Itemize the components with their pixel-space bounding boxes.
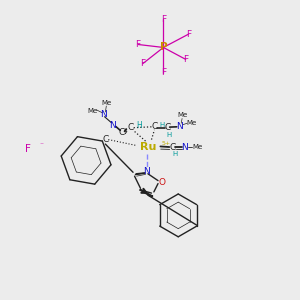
Text: C: C (151, 122, 158, 131)
Text: P: P (160, 43, 167, 52)
Text: Me: Me (186, 120, 196, 126)
Text: Me: Me (88, 108, 98, 114)
Text: N: N (110, 121, 116, 130)
Text: 5+: 5+ (161, 141, 170, 146)
Text: N: N (182, 142, 188, 152)
Text: F: F (161, 15, 166, 24)
Text: O: O (159, 178, 166, 188)
Text: F: F (136, 40, 141, 49)
Text: ⁻: ⁻ (39, 140, 43, 149)
Text: H: H (166, 132, 171, 138)
Text: F: F (186, 30, 191, 39)
Text: Me: Me (178, 112, 188, 118)
Text: F: F (140, 59, 145, 68)
Text: H: H (159, 122, 164, 128)
Text: N: N (176, 122, 183, 131)
Text: N: N (100, 110, 107, 119)
Text: F: F (25, 143, 31, 154)
Text: H: H (172, 152, 178, 158)
Text: H: H (136, 121, 142, 130)
Text: C: C (169, 142, 176, 152)
Text: N: N (143, 167, 150, 176)
Text: Me: Me (102, 100, 112, 106)
Text: C: C (128, 123, 134, 132)
Text: C: C (118, 128, 125, 137)
Text: C: C (164, 123, 170, 132)
Text: F: F (161, 68, 166, 77)
Text: Ru: Ru (140, 142, 157, 152)
Text: Me: Me (192, 144, 202, 150)
Text: C: C (102, 135, 108, 144)
Text: F: F (183, 55, 188, 64)
Polygon shape (140, 190, 153, 196)
